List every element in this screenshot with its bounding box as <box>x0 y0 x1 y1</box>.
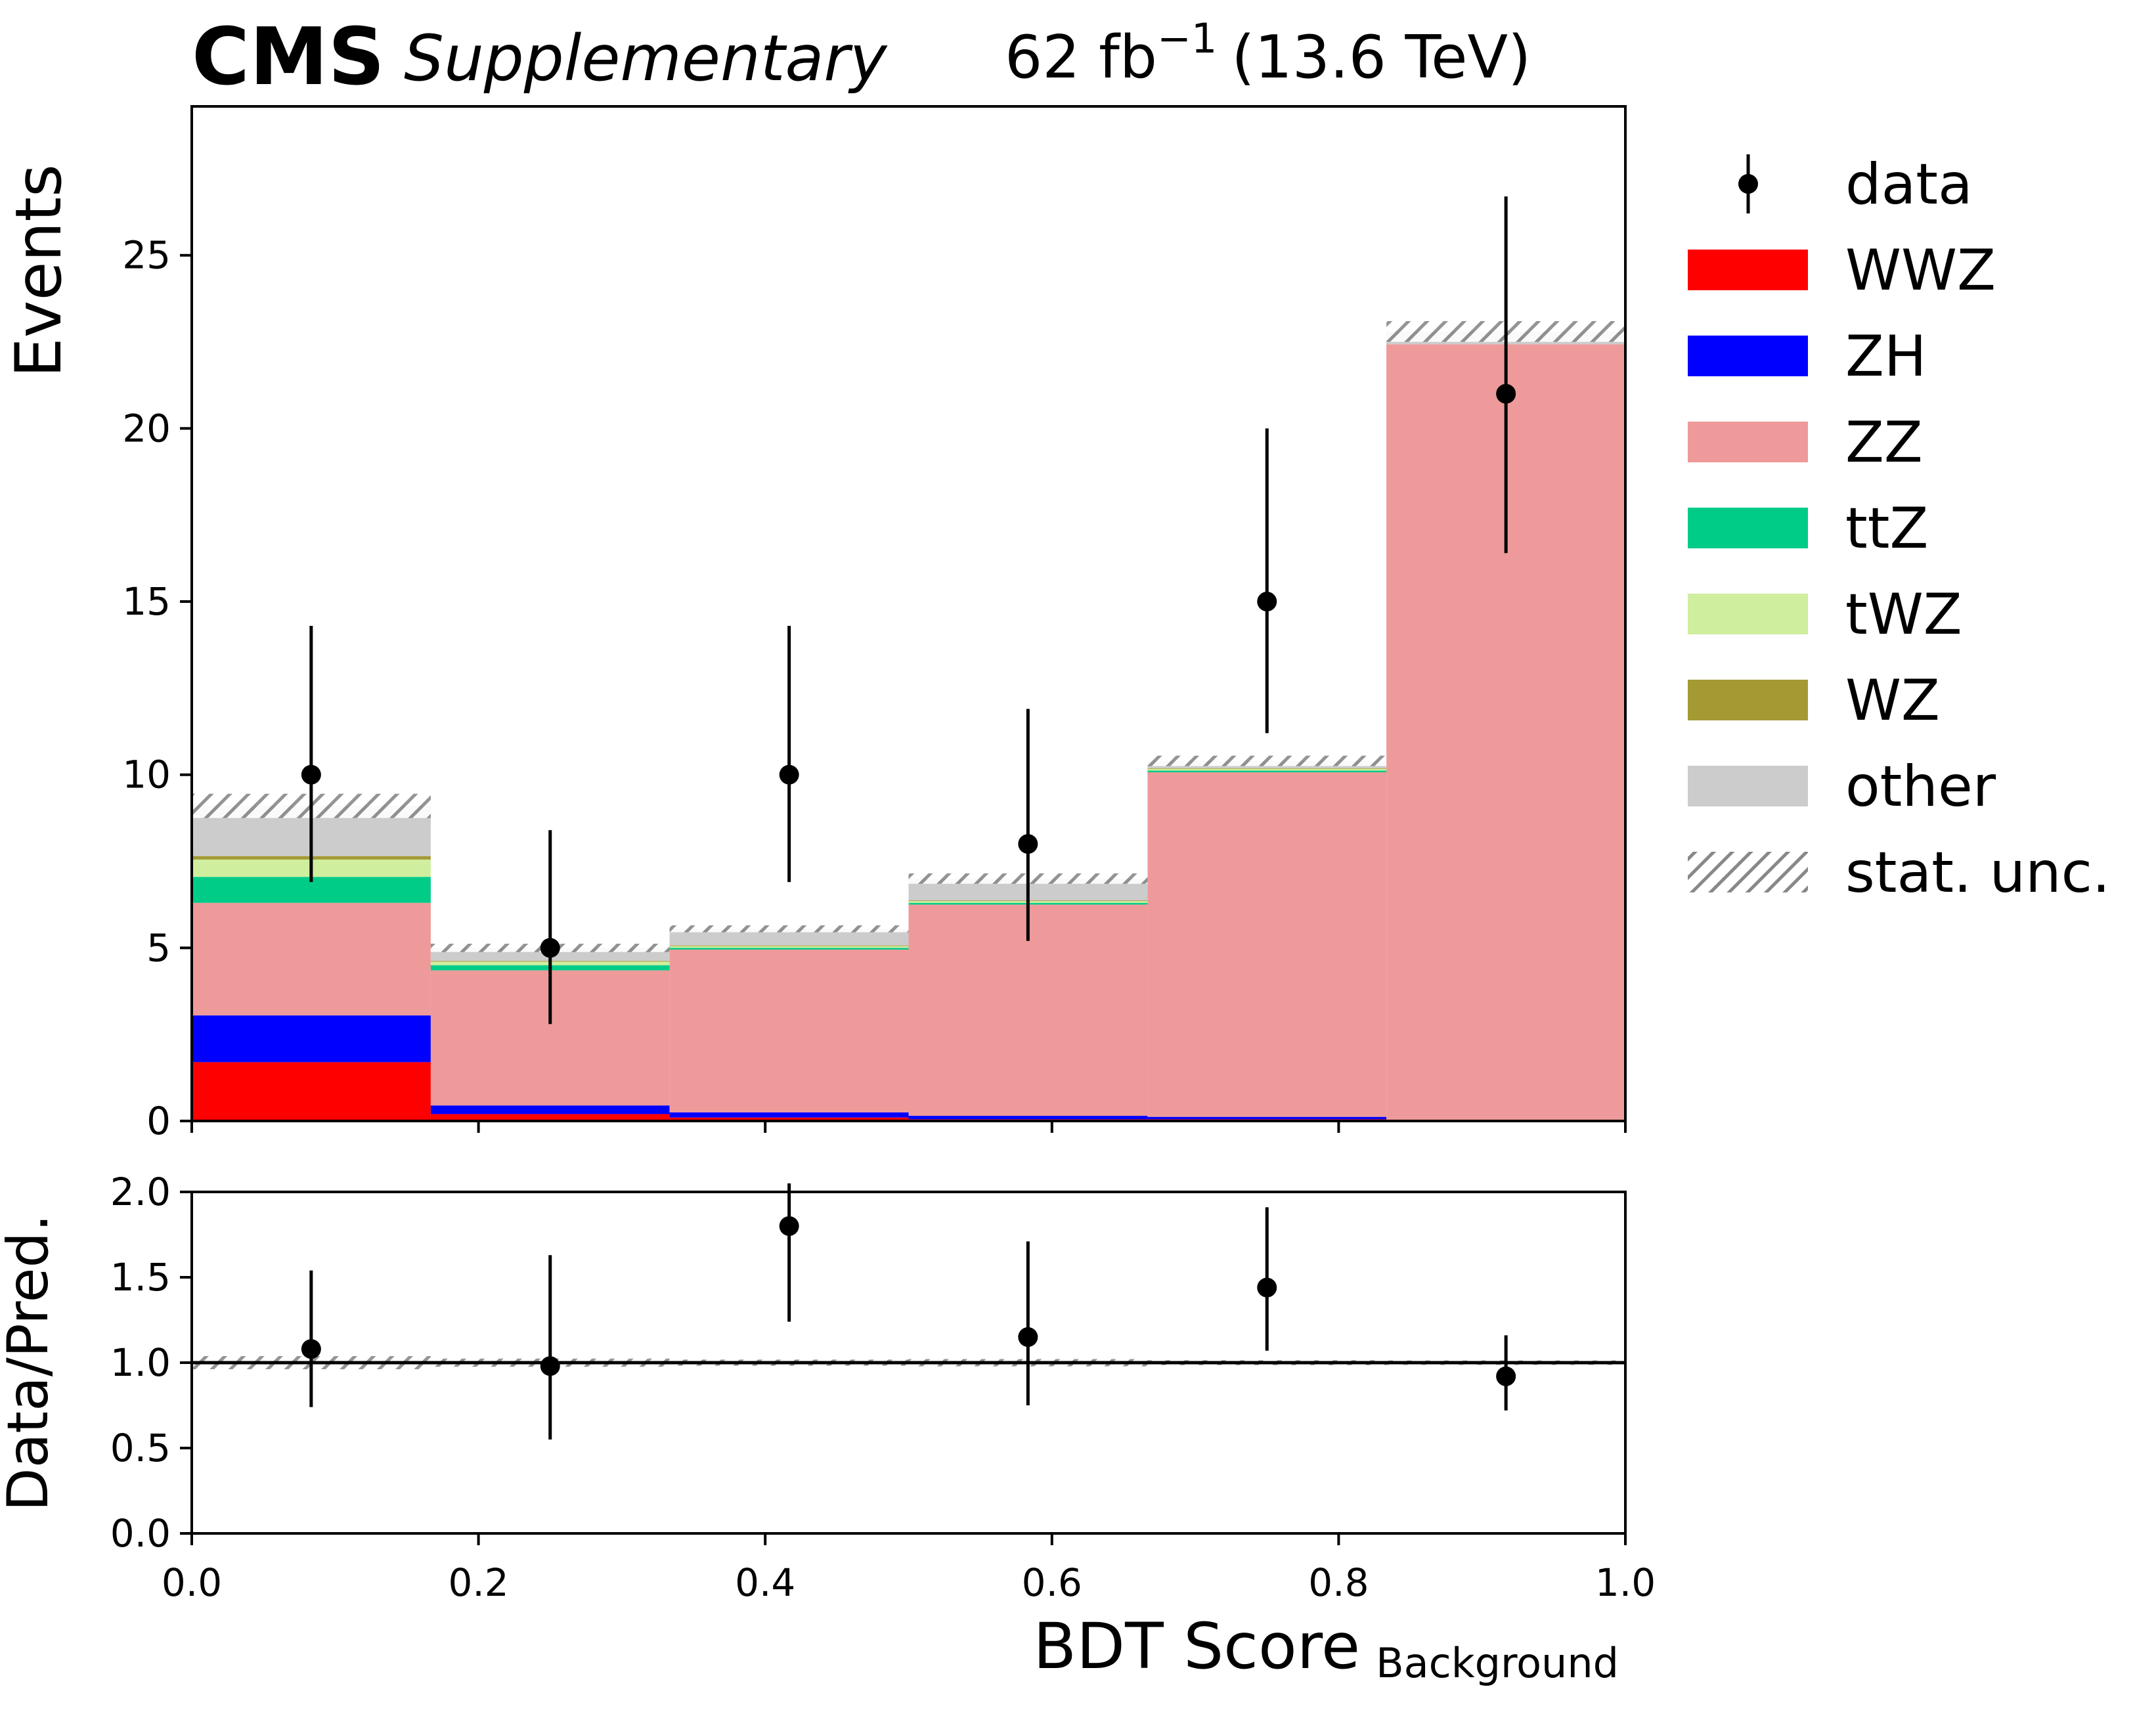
data-point-3 <box>1018 834 1038 854</box>
bar-zh-bin-4 <box>1147 1116 1387 1120</box>
main-ytick-label-5: 25 <box>122 233 171 278</box>
ratio-point-4 <box>1257 1277 1277 1298</box>
ratio-ytick-label-3: 1.5 <box>110 1255 171 1300</box>
ratio-point-1 <box>540 1356 560 1376</box>
ratio-xtick-label-5: 1.0 <box>1595 1560 1656 1605</box>
legend: data WWZ ZH ZZ ttZ tWZ WZ other stat. unc. <box>1688 152 2110 906</box>
legend-swatch-zz <box>1688 422 1808 462</box>
lumi-value: 62 fb <box>1005 23 1157 92</box>
bar-wwz-bin-0 <box>192 1062 431 1121</box>
data-point-4 <box>1257 592 1277 612</box>
main-ytick-label-1: 5 <box>146 925 171 970</box>
legend-label-other: other <box>1845 754 1996 820</box>
ratio-ytick-label-0: 0.0 <box>110 1511 171 1556</box>
bar-ttz-bin-4 <box>1147 770 1387 773</box>
main-ytick-label-0: 0 <box>146 1099 171 1143</box>
ratio-axes: 0.0 0.5 1.0 1.5 2.0 0.0 0.2 0.4 0.6 0.8 1.0 <box>110 1170 1656 1605</box>
lumi-exponent: −1 <box>1157 14 1217 62</box>
data-point-2 <box>779 764 799 785</box>
legend-swatch-stat-unc <box>1688 852 1808 892</box>
main-ytick-label-4: 20 <box>122 406 171 450</box>
legend-label-data: data <box>1845 152 1973 217</box>
data-point-0 <box>301 764 321 785</box>
legend-marker-data <box>1738 174 1758 194</box>
ratio-xtick-label-3: 0.6 <box>1022 1560 1082 1605</box>
bar-twz-bin-4 <box>1147 768 1387 771</box>
ratio-point-2 <box>779 1216 799 1236</box>
legend-swatch-zh <box>1688 336 1808 376</box>
experiment-label: CMS <box>192 12 385 103</box>
legend-label-zh: ZH <box>1845 324 1927 389</box>
ratio-xtick-label-2: 0.4 <box>735 1560 795 1605</box>
legend-swatch-twz <box>1688 594 1808 634</box>
y-axis-title-ratio: Data/Pred. <box>0 1214 61 1512</box>
main-axes: 0 5 10 15 20 25 <box>122 233 1627 1143</box>
bar-ttz-bin-2 <box>669 948 909 950</box>
ratio-ytick-label-4: 2.0 <box>110 1170 171 1214</box>
ratio-xtick-label-4: 0.8 <box>1308 1560 1369 1605</box>
main-plot: 0 5 10 15 20 25 Events <box>2 105 1627 1143</box>
legend-swatch-other <box>1688 766 1808 806</box>
ratio-point-3 <box>1018 1327 1038 1347</box>
bar-zh-bin-2 <box>669 1112 909 1118</box>
ratio-point-5 <box>1496 1366 1516 1386</box>
legend-swatch-wz <box>1688 680 1808 720</box>
energy-label: (13.6 TeV) <box>1231 23 1531 92</box>
legend-label-ttz: ttZ <box>1845 496 1928 561</box>
data-points <box>301 196 1516 1024</box>
data-point-5 <box>1496 384 1516 404</box>
stat-unc-bin-2 <box>669 925 909 933</box>
bar-zh-bin-0 <box>192 1015 431 1063</box>
y-axis-title-events: Events <box>2 164 76 378</box>
ratio-points <box>301 1183 1516 1439</box>
subtitle: Supplementary <box>404 22 888 95</box>
legend-label-zz: ZZ <box>1845 410 1923 475</box>
legend-label-wwz: WWZ <box>1845 238 1996 303</box>
main-frame <box>190 105 1627 1122</box>
bar-zz-bin-2 <box>669 949 909 1112</box>
legend-swatch-ttz <box>1688 508 1808 548</box>
bar-wz-bin-4 <box>1147 768 1387 769</box>
data-point-1 <box>540 938 560 958</box>
ratio-plot: 0.0 0.5 1.0 1.5 2.0 0.0 0.2 0.4 0.6 0.8 1.0 Data/P… <box>0 1170 1656 1687</box>
bar-wwz-bin-2 <box>669 1117 909 1121</box>
stat-unc-bin-4 <box>1147 755 1387 766</box>
ratio-xtick-label-0: 0.0 <box>162 1560 222 1605</box>
ratio-ytick-label-2: 1.0 <box>110 1340 171 1385</box>
main-ytick-label-3: 15 <box>122 579 171 624</box>
ratio-point-0 <box>301 1339 321 1359</box>
legend-label-wz: WZ <box>1845 668 1940 734</box>
stacked-histogram <box>192 331 1625 1121</box>
legend-swatch-wwz <box>1688 250 1808 290</box>
bar-wwz-bin-1 <box>430 1114 670 1121</box>
ratio-xtick-label-1: 0.2 <box>448 1560 508 1605</box>
x-axis-title-subscript: Background <box>1376 1639 1619 1687</box>
x-axis-title-main: BDT Score <box>1033 1610 1360 1683</box>
bar-zh-bin-3 <box>908 1116 1148 1120</box>
bar-zz-bin-0 <box>192 902 431 1016</box>
main-ytick-label-2: 10 <box>122 753 171 797</box>
bar-twz-bin-2 <box>669 946 909 948</box>
lumi-label: 62 fb−1 (13.6 TeV) <box>1005 14 1531 92</box>
legend-label-twz: tWZ <box>1845 582 1962 648</box>
x-axis-title: BDT Score Background <box>1033 1610 1619 1687</box>
bar-zz-bin-4 <box>1147 772 1387 1117</box>
ratio-ytick-label-1: 0.5 <box>110 1426 171 1470</box>
legend-label-stat-unc: stat. unc. <box>1845 840 2110 906</box>
bar-zh-bin-1 <box>430 1105 670 1114</box>
